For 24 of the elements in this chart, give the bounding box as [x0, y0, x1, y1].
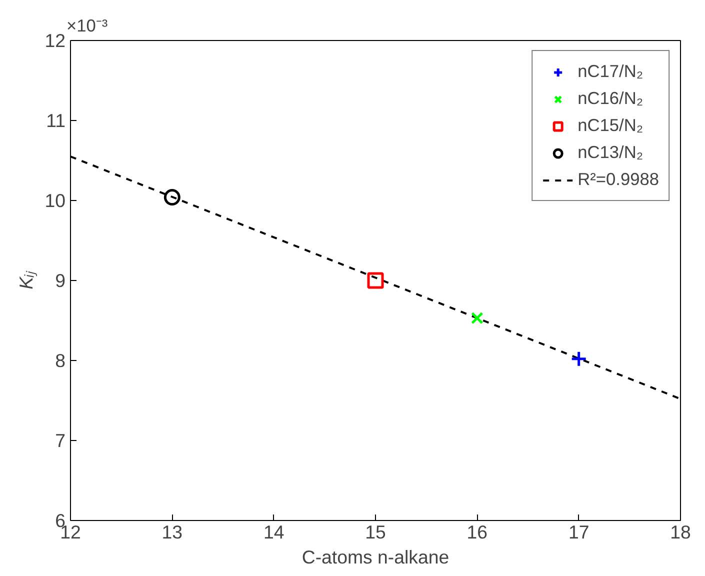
x-tick-label: 14: [263, 522, 284, 542]
y-axis-title: Kᵢⱼ: [16, 270, 38, 290]
legend-label: R²=0.9988: [578, 169, 659, 190]
point: [367, 272, 384, 289]
point: [470, 312, 484, 324]
x-tick-label: 18: [670, 522, 691, 542]
x-tick-label: 17: [568, 522, 590, 542]
y-tick-label: 9: [55, 270, 66, 291]
x-tick-label: 15: [365, 522, 386, 542]
y-tick-label: 12: [44, 30, 66, 51]
x-tick-label: 13: [162, 522, 183, 542]
text: ×10⁻³: [66, 16, 108, 36]
x-tick-label: 16: [466, 522, 488, 542]
point: [570, 350, 588, 368]
y-tick-label: 11: [46, 110, 66, 131]
y-tick-label: 7: [55, 430, 66, 451]
legend-label: nC13/N₂: [578, 142, 644, 163]
legend-label: nC17/N₂: [578, 61, 644, 82]
y-tick-label: 10: [44, 190, 66, 211]
legend-label: nC16/N₂: [578, 88, 644, 109]
legend-label: nC15/N₂: [578, 115, 644, 136]
y-tick-label: 8: [55, 350, 66, 371]
point: [164, 189, 180, 206]
x-axis-title: C-atoms n-alkane: [302, 546, 450, 568]
